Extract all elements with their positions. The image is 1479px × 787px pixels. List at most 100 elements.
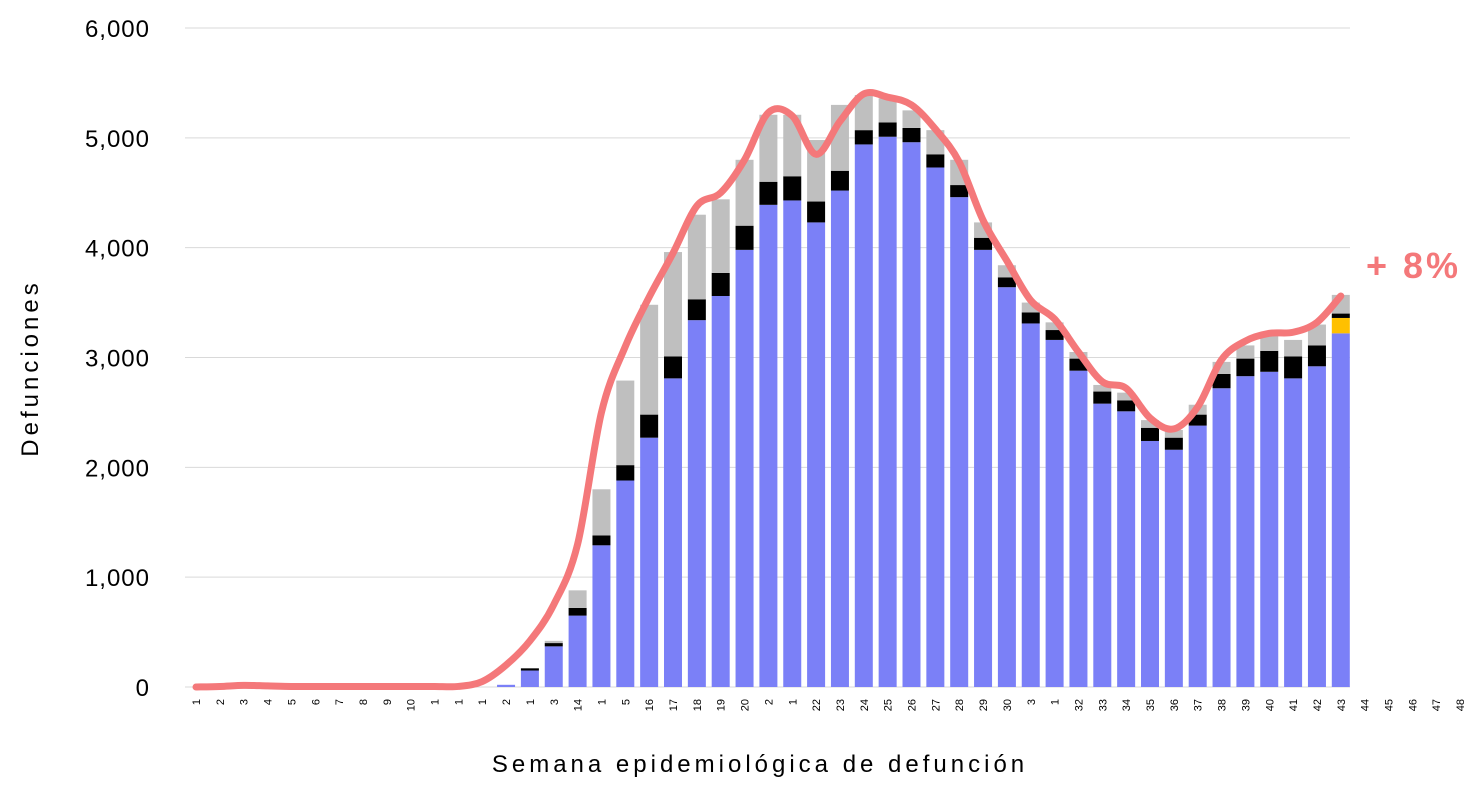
bar-segment <box>1045 322 1064 331</box>
y-tick-label: 2,000 <box>85 455 150 482</box>
bar-segment <box>1260 350 1279 372</box>
x-tick-label: 1 <box>453 699 465 705</box>
bar-segment <box>1045 330 1064 340</box>
x-tick-label: 2 <box>215 699 227 705</box>
x-tick-label: 30 <box>1002 699 1014 711</box>
bar-segment <box>1331 313 1350 318</box>
y-tick-label: 0 <box>136 675 150 702</box>
bar-segment <box>1117 392 1136 401</box>
bar-segment <box>687 299 706 321</box>
x-axis-title: Semana epidemiológica de defunción <box>492 751 1028 778</box>
x-tick-label: 14 <box>573 699 585 711</box>
bar-segment <box>783 114 802 177</box>
bar-segment <box>830 104 849 171</box>
bar-segment <box>830 190 849 687</box>
x-tick-label: 44 <box>1360 699 1372 711</box>
bar-segment <box>950 197 969 688</box>
bar-segment <box>1021 302 1040 313</box>
bar-segment <box>568 607 587 616</box>
x-tick-label: 35 <box>1145 699 1157 711</box>
bar-segment <box>807 222 826 687</box>
x-tick-label: 38 <box>1217 699 1229 711</box>
bar-segment <box>664 252 682 357</box>
bar-segment <box>687 214 706 300</box>
x-tick-label: 20 <box>740 699 752 711</box>
x-tick-label: 8 <box>358 699 370 705</box>
bar-segment <box>997 277 1016 288</box>
y-tick-label: 3,000 <box>85 346 150 373</box>
x-tick-label: 23 <box>835 699 847 711</box>
bar-segment <box>664 378 682 687</box>
bar-segment <box>616 380 635 466</box>
bar-segment <box>950 185 969 198</box>
bar-segment <box>1021 312 1040 324</box>
bar-segment <box>759 114 778 182</box>
y-tick-label: 6,000 <box>85 16 150 43</box>
x-tick-label: 7 <box>334 699 346 705</box>
bar-segment <box>902 127 921 143</box>
bar-segment <box>520 670 539 687</box>
bar-segment <box>783 200 802 687</box>
x-tick-label: 37 <box>1193 699 1205 711</box>
x-tick-label: 3 <box>549 699 561 705</box>
bar-segment <box>616 480 635 687</box>
x-tick-label: 29 <box>978 699 990 711</box>
x-tick-label: 5 <box>286 699 298 705</box>
x-tick-label: 28 <box>954 699 966 711</box>
bar-segment <box>1260 371 1279 687</box>
bar-segment <box>854 144 873 687</box>
bar-segment <box>687 320 706 687</box>
bar-segment <box>1307 345 1326 367</box>
bar-segment <box>1236 376 1255 687</box>
bar-segment <box>616 465 635 481</box>
bar-segment <box>1093 384 1112 392</box>
x-tick-label: 2 <box>501 699 513 705</box>
x-tick-label: 26 <box>907 699 919 711</box>
bar-segment <box>1093 391 1112 404</box>
x-tick-label: 48 <box>1455 699 1467 711</box>
bar-segment <box>1117 400 1136 412</box>
bar-segment <box>1188 414 1207 426</box>
bar-segment <box>1069 370 1088 687</box>
bar-segment <box>640 304 659 415</box>
y-tick-label: 4,000 <box>85 236 150 263</box>
x-tick-label: 25 <box>883 699 895 711</box>
x-tick-label: 47 <box>1431 699 1443 711</box>
x-tick-label: 1 <box>596 699 608 705</box>
bar-segment <box>735 249 754 687</box>
bar-segment <box>1188 425 1207 687</box>
bar-segment <box>1284 356 1303 379</box>
x-tick-label: 1 <box>477 699 489 705</box>
x-tick-label: 1 <box>430 699 442 705</box>
x-tick-label: 41 <box>1288 699 1300 711</box>
bar-segment <box>759 204 778 687</box>
bar-segment <box>711 295 730 687</box>
bar-segment <box>1212 388 1231 687</box>
x-tick-label: 46 <box>1407 699 1419 711</box>
x-tick-label: 16 <box>644 699 656 711</box>
bar-segment <box>1141 420 1159 428</box>
x-tick-label: 9 <box>382 699 394 705</box>
bar-segment <box>520 668 539 671</box>
bar-segment <box>544 646 563 687</box>
x-tick-label: 32 <box>1073 699 1085 711</box>
bar-segment <box>1164 429 1183 438</box>
trend-line <box>192 88 1345 691</box>
x-tick-label: 43 <box>1336 699 1348 711</box>
bars <box>497 94 1350 688</box>
x-tick-label: 19 <box>716 699 728 711</box>
x-tick-label: 34 <box>1121 699 1133 711</box>
bar-segment <box>1117 411 1136 687</box>
bar-segment <box>783 176 802 201</box>
bar-segment <box>640 437 659 687</box>
lines <box>192 88 1345 691</box>
bar-segment <box>544 643 563 647</box>
bar-segment <box>902 110 921 128</box>
x-tick-label: 40 <box>1264 699 1276 711</box>
bar-segment <box>902 142 921 687</box>
bar-segment <box>974 237 993 250</box>
bar-segment <box>735 159 754 226</box>
y-tick-label: 5,000 <box>85 126 150 153</box>
x-tick-label: 2 <box>763 699 775 705</box>
